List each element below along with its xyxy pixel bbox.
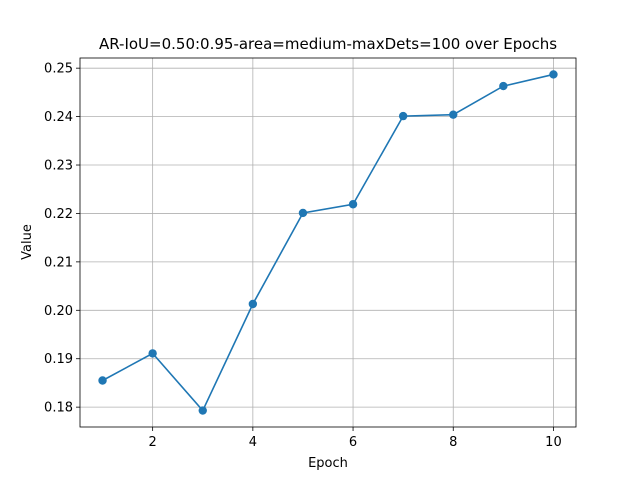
data-point: [198, 406, 207, 415]
y-tick-label: 0.18: [44, 401, 73, 416]
data-point: [148, 349, 157, 358]
data-point: [248, 299, 258, 309]
y-tick-label: 0.25: [44, 62, 73, 77]
series-line: [102, 73, 554, 412]
x-tick-label: 4: [249, 435, 257, 450]
x-tick-label: 8: [449, 435, 457, 450]
data-point: [98, 376, 107, 385]
data-point: [398, 111, 408, 121]
data-point: [348, 200, 358, 209]
series: [98, 70, 558, 415]
y-tick-label: 0.19: [44, 352, 73, 367]
y-axis-label: Value: [20, 224, 35, 260]
y-tick-label: 0.24: [44, 110, 73, 125]
x-tick-label: 6: [349, 435, 357, 450]
y-tick-label: 0.22: [44, 207, 73, 222]
y-tick-label: 0.21: [44, 255, 73, 270]
y-tick-label: 0.20: [44, 304, 73, 319]
grid: [80, 58, 576, 427]
data-point: [549, 70, 558, 79]
x-axis-label: Epoch: [308, 456, 348, 471]
axis-ticks: 2 4 6 8 10 0.18 0.19 0.20 0.21 0.22 0.23 0.24 0.25: [44, 62, 562, 450]
y-tick-label: 0.23: [44, 159, 73, 174]
data-point: [499, 81, 508, 91]
chart-title: AR-IoU=0.50:0.95-area=medium-maxDets=100…: [99, 35, 557, 53]
x-tick-label: 10: [545, 435, 562, 450]
data-point: [298, 208, 308, 218]
data-point: [449, 110, 458, 119]
plot-frame: [79, 57, 577, 428]
x-tick-label: 2: [149, 435, 157, 450]
